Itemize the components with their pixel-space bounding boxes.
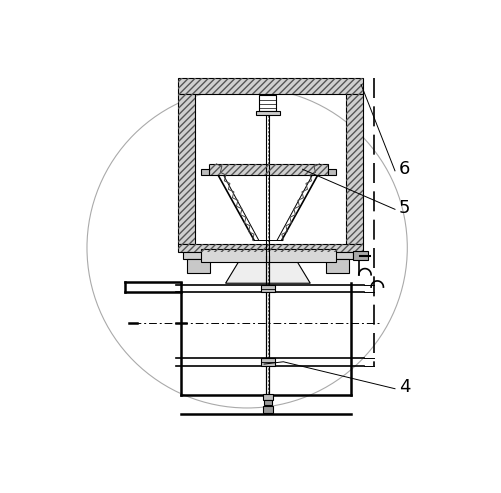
Text: 5: 5 bbox=[399, 199, 410, 217]
Polygon shape bbox=[225, 262, 310, 283]
Bar bbox=[264, 400, 272, 405]
Bar bbox=[208, 164, 328, 175]
Text: 6: 6 bbox=[399, 160, 410, 178]
Bar bbox=[201, 249, 336, 262]
Bar bbox=[264, 406, 273, 413]
Bar bbox=[260, 95, 277, 111]
Bar bbox=[346, 94, 363, 244]
Bar bbox=[178, 244, 363, 251]
Bar bbox=[261, 358, 275, 366]
Bar bbox=[178, 94, 195, 244]
Bar bbox=[178, 244, 363, 251]
Text: 4: 4 bbox=[399, 378, 410, 396]
Bar bbox=[328, 169, 336, 175]
Bar bbox=[178, 78, 363, 94]
Bar bbox=[256, 111, 280, 115]
Bar bbox=[201, 169, 208, 175]
Bar bbox=[261, 285, 275, 292]
Bar bbox=[208, 164, 328, 175]
Bar bbox=[187, 259, 210, 273]
Bar bbox=[326, 259, 349, 273]
Bar bbox=[178, 94, 195, 244]
Bar bbox=[346, 94, 363, 244]
Bar bbox=[263, 394, 274, 400]
Bar bbox=[183, 251, 353, 259]
Bar bbox=[178, 78, 363, 94]
Bar bbox=[353, 251, 368, 260]
